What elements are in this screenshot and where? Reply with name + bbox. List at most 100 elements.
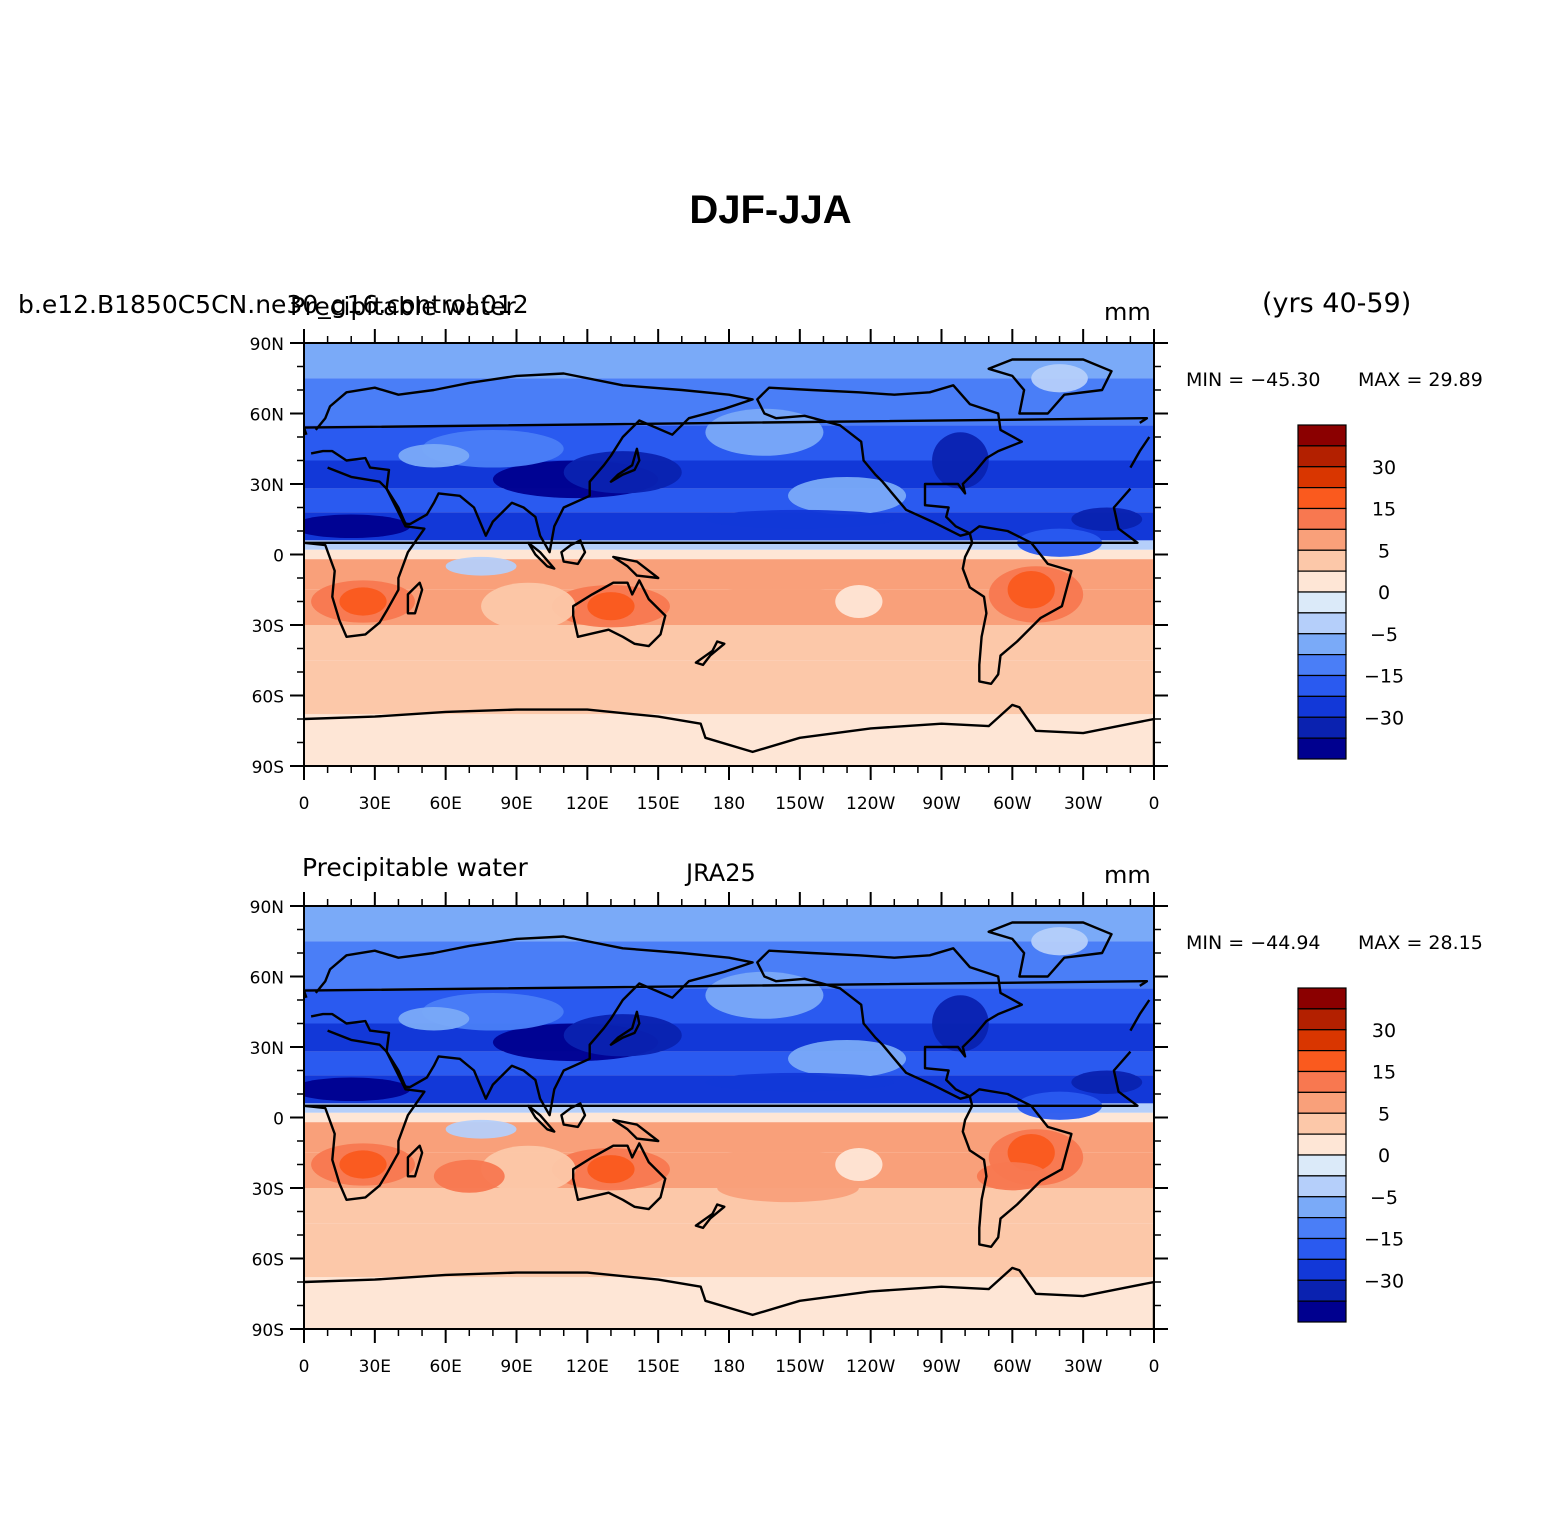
lon-tick-label: 0: [1149, 1357, 1160, 1377]
lat-tick-label: 30N: [250, 476, 284, 496]
colorbar-box: [1297, 424, 1347, 447]
colorbar-box: [1297, 549, 1347, 572]
lon-tick-label: 90W: [922, 794, 961, 814]
colorbar-label: −5: [1370, 624, 1398, 646]
colorbar-label: 0: [1378, 1145, 1390, 1167]
colorbar-box: [1297, 1175, 1347, 1198]
colorbar-label: −5: [1370, 1187, 1398, 1209]
colorbar-box: [1297, 570, 1347, 593]
lat-tick-label: 90S: [252, 1321, 284, 1341]
map-plot: 90N 60N 30N 0 30S 60S 90S 0 30E 60E 90E 120E 150E 180…: [250, 892, 1404, 1377]
lon-tick-label: 0: [299, 1357, 310, 1377]
colorbar-label: 5: [1378, 540, 1390, 562]
lon-tick-label: 0: [299, 794, 310, 814]
lon-tick-label: 60E: [429, 1357, 461, 1377]
lon-tick-label: 120E: [566, 794, 609, 814]
colorbar-box: [1297, 1237, 1347, 1260]
lat-tick-label: 90N: [250, 898, 284, 918]
lon-tick-label: 180: [713, 794, 745, 814]
lon-tick-label: 150E: [637, 1357, 680, 1377]
colorbar-box: [1297, 1050, 1347, 1073]
coastlines: [304, 358, 1154, 766]
lat-tick-label: 60N: [250, 406, 284, 426]
lon-tick-label: 30W: [1064, 794, 1103, 814]
colorbar-box: [1297, 1029, 1347, 1052]
colorbar-label: −30: [1364, 707, 1404, 729]
coastline-north-america: [756, 384, 1023, 537]
colorbar-label: 0: [1378, 582, 1390, 604]
colorbar-box: [1297, 591, 1347, 614]
lat-tick-label: 30N: [250, 1039, 284, 1059]
colorbar-box: [1297, 1300, 1347, 1323]
coastline-sumatra: [527, 541, 556, 570]
lon-tick-label: 60E: [429, 794, 461, 814]
colorbar-box: [1297, 1154, 1347, 1177]
colorbar-box: [1297, 1112, 1347, 1135]
coastline-japan: [609, 1010, 641, 1046]
colorbar-label: 30: [1372, 457, 1396, 479]
min-value-label: MIN = −45.30: [1186, 369, 1321, 391]
coastline-greenland: [987, 358, 1113, 415]
panel-extra-label: (yrs 40-59): [1262, 288, 1412, 319]
coastline-new-guinea: [612, 1118, 660, 1143]
lon-tick-label: 30W: [1064, 1357, 1103, 1377]
coastline-south-america: [961, 525, 1073, 685]
lon-tick-label: 90E: [500, 1357, 532, 1377]
lon-tick-label: 120W: [846, 794, 895, 814]
colorbar-label: −15: [1364, 666, 1404, 688]
lat-tick-label: 30S: [252, 1180, 284, 1200]
lon-tick-label: 0: [1149, 794, 1160, 814]
lat-tick-label: 0: [273, 1110, 284, 1130]
coastline-madagascar: [406, 1144, 424, 1178]
coastline-uk: [304, 980, 1149, 999]
lat-tick-label: 90S: [252, 758, 284, 778]
colorbar-label: 15: [1372, 499, 1396, 521]
colorbar-box: [1297, 1091, 1347, 1114]
lat-tick-label: 0: [273, 547, 284, 567]
coastline-eurasia: [310, 935, 1151, 1117]
coastline-antarctica: [304, 1266, 1154, 1329]
colorbar-box: [1297, 445, 1347, 468]
colorbar-box: [1297, 1279, 1347, 1302]
colorbar-label: −15: [1364, 1229, 1404, 1251]
colorbar-box: [1297, 507, 1347, 530]
coastline-sumatra: [527, 1104, 556, 1133]
colorbar: 30 15 5 0 −5 −15 −30: [1297, 424, 1404, 760]
coastline-new-zealand: [694, 640, 726, 667]
lat-tick-label: 30S: [252, 617, 284, 637]
min-value-label: MIN = −44.94: [1186, 932, 1321, 954]
lon-tick-label: 30E: [359, 1357, 391, 1377]
max-value-label: MAX = 28.15: [1358, 932, 1483, 954]
lat-tick-label: 60S: [252, 688, 284, 708]
colorbar-box: [1297, 1217, 1347, 1240]
lon-tick-label: 120E: [566, 1357, 609, 1377]
colorbar-box: [1297, 633, 1347, 656]
colorbar-box: [1297, 487, 1347, 510]
panel-center-label: JRA25: [686, 859, 756, 887]
colorbar-label: −30: [1364, 1270, 1404, 1292]
coastline-australia: [572, 1142, 667, 1211]
contour-field: [304, 343, 1154, 766]
coastline-borneo: [560, 1102, 587, 1129]
coastline-new-guinea: [612, 555, 660, 580]
colorbar-box: [1297, 737, 1347, 760]
colorbar-box: [1297, 1258, 1347, 1281]
coastline-australia: [572, 579, 667, 648]
lon-tick-label: 60W: [993, 1357, 1032, 1377]
lon-tick-label: 60W: [993, 794, 1032, 814]
coastline-borneo: [560, 539, 587, 566]
colorbar-box: [1297, 716, 1347, 739]
max-value-label: MAX = 29.89: [1358, 369, 1483, 391]
colorbar-box: [1297, 987, 1347, 1010]
colorbar: 30 15 5 0 −5 −15 −30: [1297, 987, 1404, 1323]
panel-units-label: mm: [1104, 861, 1151, 889]
panel-center-label: Precipitable water: [290, 292, 516, 321]
coastline-greenland: [987, 921, 1113, 978]
coastline-madagascar: [406, 581, 424, 615]
coastline-japan: [609, 447, 641, 483]
colorbar-label: 5: [1378, 1103, 1390, 1125]
coastline-north-america: [756, 947, 1023, 1100]
contour-field: [304, 906, 1154, 1329]
coastline-south-america: [961, 1088, 1073, 1248]
lat-tick-label: 60N: [250, 969, 284, 989]
